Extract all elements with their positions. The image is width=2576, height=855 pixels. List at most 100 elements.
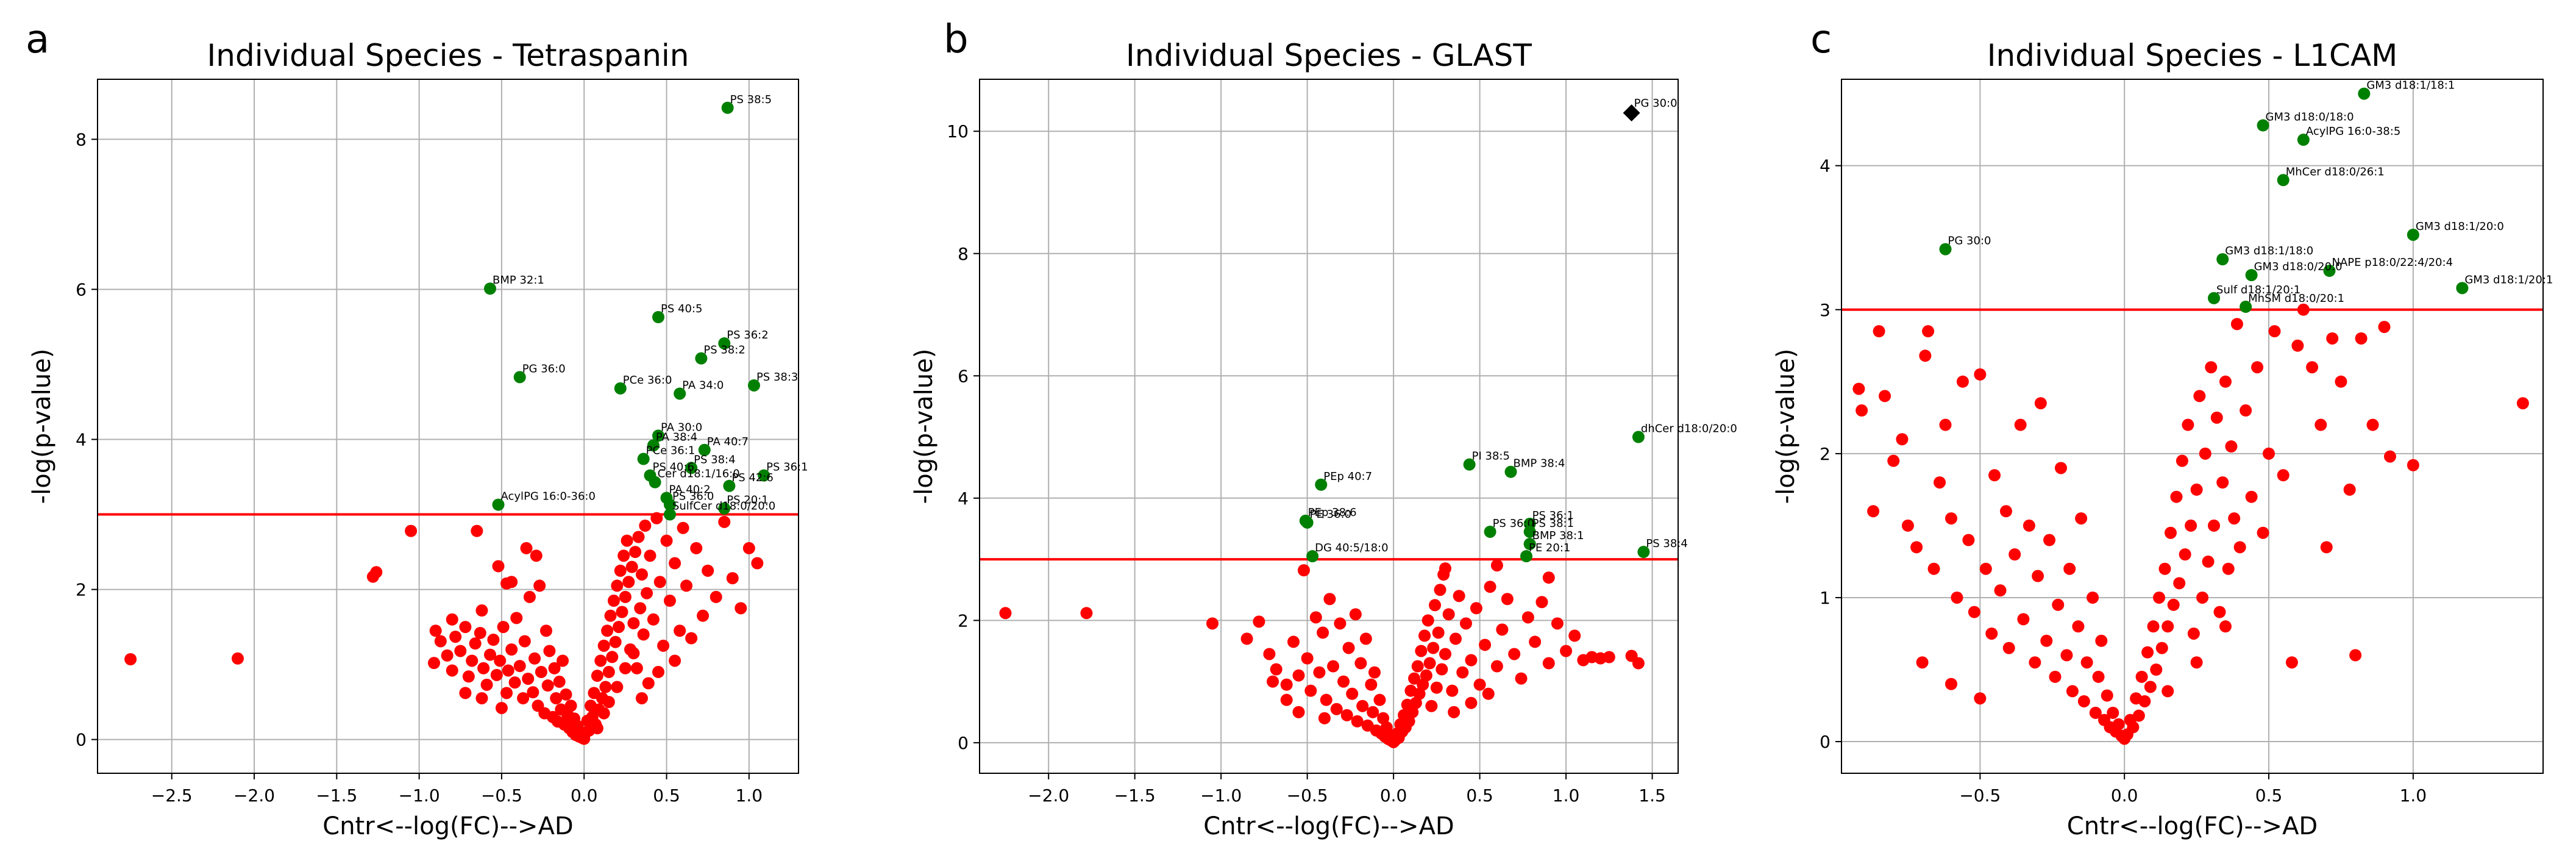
data-point	[2185, 519, 2197, 532]
data-point	[644, 549, 656, 562]
point-label: PS 36:2	[727, 329, 768, 342]
y-tick-label: 4	[1820, 156, 1831, 176]
y-tick-label: 0	[76, 730, 87, 750]
data-point	[606, 651, 619, 664]
data-point	[2314, 418, 2327, 431]
data-point	[1309, 611, 1322, 624]
x-axis-label: Cntr<--log(FC)-->AD	[1203, 812, 1454, 840]
y-tick-label: 0	[958, 733, 969, 753]
data-point	[1340, 709, 1353, 721]
data-point	[1411, 660, 1424, 673]
data-point	[680, 579, 692, 592]
significant-point	[1301, 516, 1314, 529]
data-point	[1240, 632, 1253, 645]
data-point	[454, 645, 467, 657]
data-point	[2190, 656, 2203, 669]
panel-letter-a: a	[26, 17, 49, 62]
data-point	[370, 566, 383, 579]
chart-title: Individual Species - GLAST	[1126, 38, 1532, 73]
data-point	[617, 549, 630, 562]
data-point	[522, 672, 535, 685]
data-point	[497, 621, 510, 634]
data-point	[480, 678, 493, 691]
data-point	[2135, 670, 2148, 683]
data-point	[702, 564, 714, 577]
point-label: PS 38:4	[1646, 537, 1687, 550]
data-point	[2335, 375, 2347, 388]
data-point	[1292, 669, 1305, 682]
data-point	[2063, 562, 2076, 575]
significant-point	[649, 476, 661, 488]
data-point	[434, 635, 447, 648]
point-label: dhCer d18:0/20:0	[1641, 423, 1737, 435]
x-tick-label: 0.5	[1466, 785, 1493, 806]
data-point	[616, 606, 628, 618]
data-point	[517, 692, 530, 704]
data-point	[2138, 695, 2151, 707]
point-label: PG 36:0	[522, 362, 566, 375]
data-point	[660, 534, 673, 547]
significant-point	[698, 443, 711, 456]
data-point	[602, 665, 615, 678]
significant-point	[513, 371, 526, 384]
data-point	[513, 660, 526, 673]
data-point	[2095, 634, 2108, 647]
x-tick-label: −1.0	[1200, 785, 1242, 806]
data-point	[528, 652, 541, 665]
data-point	[520, 542, 533, 554]
data-point	[428, 657, 440, 670]
data-point	[1432, 626, 1445, 639]
data-point	[1603, 651, 1615, 664]
point-label: PS 38:2	[703, 344, 745, 357]
data-point	[594, 654, 607, 667]
y-tick-label: 8	[958, 244, 969, 264]
data-point	[523, 590, 536, 603]
data-point	[1403, 715, 1415, 728]
data-point	[475, 604, 488, 617]
data-point	[502, 664, 514, 677]
data-point	[1323, 593, 1336, 606]
data-point	[1916, 656, 1929, 669]
data-point	[459, 687, 472, 699]
data-point	[2199, 447, 2211, 460]
x-tick-label: 1.0	[736, 785, 763, 806]
significant-point	[652, 310, 664, 323]
x-tick-label: −0.5	[481, 785, 522, 806]
data-point	[475, 692, 488, 704]
data-point	[2349, 649, 2362, 662]
significant-point	[1939, 243, 1952, 256]
data-point	[2147, 620, 2160, 633]
data-point	[553, 675, 566, 688]
data-point	[527, 686, 539, 699]
x-tick-label: −2.0	[1028, 785, 1069, 806]
data-point	[1442, 608, 1455, 621]
data-point	[1922, 325, 1935, 338]
data-point	[2141, 646, 2154, 659]
data-point	[1962, 534, 1975, 546]
significant-point	[747, 379, 760, 392]
data-point	[1449, 632, 1462, 645]
data-point	[1896, 433, 1909, 446]
y-tick-label: 2	[76, 580, 87, 600]
data-point	[2161, 685, 2174, 698]
data-point	[1887, 454, 1900, 467]
point-label: NAPE p18:0/22:4/20:4	[2332, 256, 2453, 269]
significant-point	[663, 498, 676, 511]
x-tick-label: −2.5	[151, 785, 193, 806]
data-point	[2040, 634, 2053, 647]
y-tick-label: 2	[958, 610, 969, 631]
data-point	[2268, 325, 2281, 338]
data-point	[634, 602, 647, 615]
data-point	[632, 531, 645, 543]
significant-point	[647, 439, 660, 452]
y-axis-label: -log(p-value)	[910, 349, 938, 504]
data-point	[1551, 617, 1564, 630]
data-point	[405, 524, 418, 537]
data-point	[2002, 642, 2015, 654]
panel-b: b Individual Species - GLAST −2.0 −1.5 −1.0…	[910, 17, 1737, 840]
data-point	[1479, 639, 1492, 651]
point-label: BMP 38:1	[1532, 529, 1584, 542]
point-label: PA 40:7	[707, 435, 749, 448]
chart-title: Individual Species - Tetraspanin	[207, 38, 689, 73]
data-point	[2291, 339, 2304, 352]
